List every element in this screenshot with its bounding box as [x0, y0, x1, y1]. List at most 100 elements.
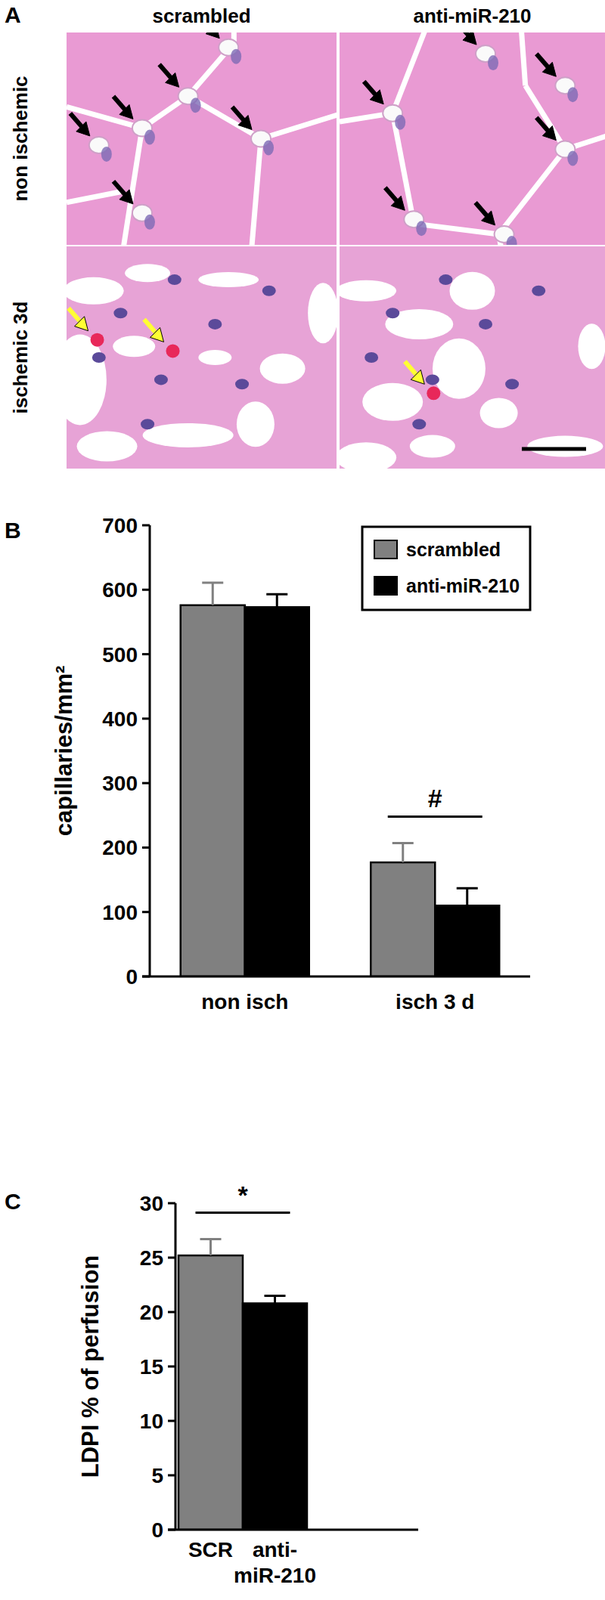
- y-axis-label: capillaries/mm²: [50, 666, 78, 838]
- interstitial-space: [236, 401, 275, 447]
- nucleus: [113, 307, 128, 319]
- nucleus: [262, 285, 277, 297]
- nucleus: [154, 374, 168, 385]
- interstitial-space: [124, 263, 171, 283]
- plot-area: [180, 583, 500, 978]
- y-tick-label: 600: [102, 578, 138, 602]
- annotation: #: [428, 784, 443, 813]
- interstitial-space: [339, 280, 397, 302]
- interstitial-space: [527, 436, 603, 458]
- y-tick-label: 200: [102, 836, 138, 860]
- panel-label: C: [4, 1189, 22, 1215]
- interstitial-space: [409, 435, 456, 459]
- bar: [434, 905, 500, 978]
- y-tick-label: 300: [102, 772, 138, 796]
- nucleus: [438, 274, 453, 286]
- y-tick-label: 10: [139, 1410, 164, 1434]
- legend: scrambledanti-miR-210: [362, 527, 531, 611]
- nucleus: [394, 114, 406, 131]
- label-line: SCR: [188, 1538, 233, 1563]
- nucleus: [505, 378, 519, 390]
- micrograph: [339, 32, 605, 246]
- nucleus: [190, 97, 202, 113]
- bar: [245, 607, 310, 978]
- nucleus: [144, 129, 156, 145]
- panel-label: A: [4, 2, 22, 28]
- plot-area: [178, 1240, 308, 1531]
- nucleus: [567, 86, 578, 103]
- bar: [242, 1303, 308, 1531]
- arrow-head: [481, 210, 496, 226]
- nucleus: [385, 307, 400, 319]
- nucleus: [167, 274, 182, 286]
- row-header: ischemic 3d: [9, 301, 32, 415]
- red-cell: [90, 333, 105, 348]
- y-tick-label: 20: [139, 1301, 164, 1325]
- interstitial-space: [339, 442, 397, 469]
- nucleus: [415, 220, 427, 236]
- row-header: non ischemic: [9, 75, 32, 202]
- nucleus: [425, 374, 440, 385]
- significance-bracket: [387, 815, 483, 819]
- panel-label: B: [4, 518, 22, 543]
- fiber-border: [520, 32, 526, 86]
- arrow-head: [150, 327, 165, 342]
- micrograph: [66, 246, 337, 469]
- legend-label: anti-miR-210: [406, 575, 520, 597]
- arrow-head: [119, 104, 134, 119]
- tissue: [339, 246, 605, 469]
- arrow-head: [238, 115, 252, 131]
- interstitial-space: [66, 277, 125, 305]
- nucleus: [506, 235, 518, 246]
- error-bar: [264, 1296, 286, 1304]
- label-line: miR-210: [233, 1564, 317, 1589]
- y-tick-label: 700: [102, 514, 138, 538]
- red-cell: [426, 386, 441, 401]
- fiber-border: [188, 96, 261, 139]
- nucleus: [263, 140, 274, 156]
- tissue: [66, 32, 337, 246]
- y-tick-label: 100: [102, 901, 138, 925]
- fiber-border: [525, 85, 566, 149]
- nucleus: [531, 285, 546, 297]
- x-axis: [142, 976, 531, 979]
- x-tick-label: isch 3 d: [395, 990, 475, 1015]
- arrow-head: [165, 72, 180, 87]
- interstitial-space: [577, 323, 605, 370]
- interstitial-space: [198, 272, 259, 288]
- label-line: non isch: [201, 990, 289, 1015]
- y-tick-label: 500: [102, 643, 138, 668]
- interstitial-space: [198, 350, 232, 366]
- y-axis-label: LDPI % of perfusion: [77, 1256, 104, 1480]
- nucleus: [230, 49, 242, 65]
- error-bar: [266, 594, 288, 608]
- figure: Ascrambledanti-miR-210non ischemicischem…: [0, 0, 605, 1600]
- interstitial-space: [480, 398, 519, 429]
- nucleus: [140, 418, 155, 430]
- nucleus: [101, 146, 112, 162]
- arrow-head: [462, 32, 477, 45]
- fiber-border: [120, 127, 143, 246]
- micrograph: [339, 246, 605, 469]
- interstitial-space: [77, 431, 138, 463]
- nucleus: [92, 352, 106, 363]
- nucleus: [478, 319, 493, 330]
- fiber-border: [260, 106, 337, 139]
- interstitial-space: [307, 282, 337, 344]
- arrow-head: [369, 89, 384, 105]
- fiber-border: [499, 149, 566, 235]
- interstitial-space: [362, 383, 423, 422]
- x-tick-label: non isch: [201, 990, 289, 1015]
- nucleus: [567, 151, 578, 167]
- y-tick-label: 15: [139, 1355, 164, 1380]
- bar: [180, 605, 246, 978]
- y-tick-label: 25: [139, 1247, 164, 1271]
- arrow-head: [542, 62, 556, 77]
- arrow-head: [410, 369, 425, 385]
- interstitial-space: [432, 338, 486, 400]
- column-header: scrambled: [152, 4, 251, 28]
- nucleus: [412, 418, 426, 430]
- bar: [178, 1256, 243, 1531]
- arrow-head: [76, 121, 90, 137]
- legend-box: [362, 527, 531, 611]
